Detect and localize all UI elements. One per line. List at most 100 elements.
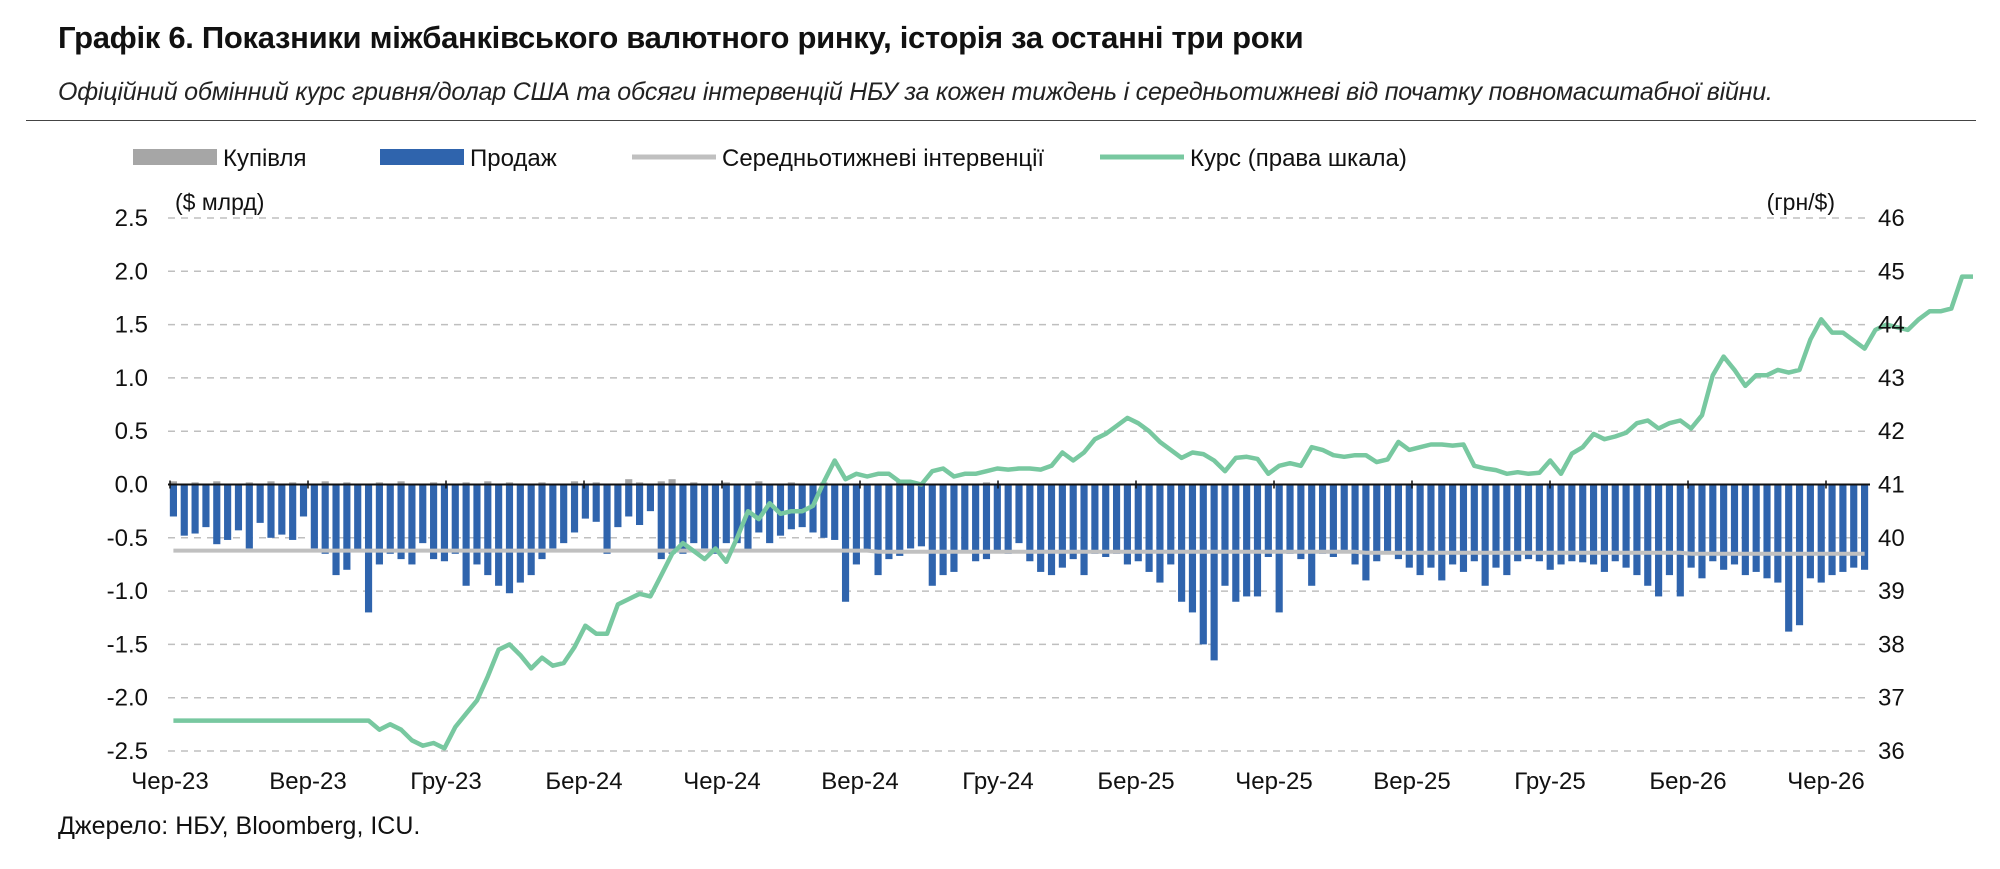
left-tick-label: -2.0 bbox=[107, 685, 148, 712]
sell-bar bbox=[1167, 484, 1175, 565]
sell-bar bbox=[1752, 484, 1760, 572]
left-tick-label: -1.5 bbox=[107, 631, 148, 658]
right-tick-label: 43 bbox=[1878, 365, 1905, 392]
sell-bar bbox=[1394, 484, 1403, 560]
rate-line bbox=[173, 274, 1973, 751]
left-tick-label: 2.5 bbox=[115, 205, 148, 232]
x-tick-label: Гру-25 bbox=[1514, 768, 1585, 795]
sell-bar bbox=[1839, 484, 1847, 572]
sell-bar bbox=[1720, 484, 1728, 570]
sell-bar bbox=[332, 484, 340, 576]
buy-bar bbox=[668, 479, 676, 485]
sell-bar bbox=[852, 484, 860, 565]
sell-bar bbox=[1145, 484, 1153, 572]
left-tick-label: -1.0 bbox=[107, 578, 148, 605]
buy-bar bbox=[625, 479, 633, 485]
buy-bar bbox=[657, 481, 665, 485]
x-tick-label: Чер-23 bbox=[131, 768, 208, 795]
sell-bar bbox=[809, 484, 817, 533]
x-tick-label: Бер-24 bbox=[545, 768, 622, 795]
sell-bar bbox=[917, 484, 926, 547]
x-tick-label: Чер-25 bbox=[1235, 768, 1312, 795]
sell-bar bbox=[1297, 484, 1305, 560]
buy-bar bbox=[982, 482, 991, 485]
sell-bar bbox=[1546, 484, 1554, 570]
sell-bar bbox=[1188, 484, 1197, 613]
x-tick-label: Бер-26 bbox=[1649, 768, 1726, 795]
sell-bar bbox=[1774, 484, 1782, 583]
sell-bar bbox=[299, 484, 308, 517]
sell-bar bbox=[733, 484, 741, 544]
sell-bar bbox=[625, 484, 633, 517]
sell-bar bbox=[1026, 484, 1034, 562]
right-tick-label: 44 bbox=[1878, 312, 1905, 339]
sell-bar bbox=[1047, 484, 1056, 576]
sell-bar bbox=[516, 484, 524, 583]
sell-bar bbox=[527, 484, 535, 576]
left-axis-unit: ($ млрд) bbox=[175, 189, 264, 215]
left-tick-label: 0.0 bbox=[115, 472, 148, 499]
right-tick-label: 41 bbox=[1878, 472, 1905, 499]
sell-bar bbox=[1709, 484, 1717, 562]
buy-bar bbox=[430, 482, 438, 485]
sell-bar bbox=[755, 484, 763, 533]
sell-bar bbox=[939, 484, 947, 576]
sell-bar bbox=[1817, 484, 1825, 583]
sell-bar bbox=[972, 484, 980, 562]
x-tick-label: Вер-24 bbox=[821, 768, 898, 795]
sell-bar bbox=[430, 484, 438, 560]
left-tick-label: 0.5 bbox=[115, 418, 148, 445]
left-axis: 2.5 2.0 1.5 1.0 0.5 0.0 -0.5 -1.0 -1.5 -2.0 -2.5 bbox=[107, 205, 148, 765]
left-tick-label: -0.5 bbox=[107, 525, 148, 552]
interbank-fx-chart: Купівля Продаж Середньотижневі інтервенції… bbox=[107, 145, 1973, 795]
sell-bar bbox=[1308, 484, 1316, 586]
source-note: Джерело: НБУ, Bloomberg, ICU. bbox=[58, 812, 421, 840]
sell-bar bbox=[343, 484, 351, 570]
sell-bar bbox=[1514, 484, 1522, 562]
sell-bar bbox=[1199, 484, 1207, 645]
right-tick-label: 39 bbox=[1878, 578, 1905, 605]
sell-bar bbox=[1275, 484, 1283, 613]
x-axis: Чер-23 Вер-23 Гру-23 Бер-24 Чер-24 Вер-24 Гру-… bbox=[131, 480, 1870, 795]
sell-bar bbox=[1611, 484, 1619, 562]
sell-bar bbox=[1741, 484, 1749, 576]
left-tick-label: 1.5 bbox=[115, 312, 148, 339]
x-tick-label: Вер-25 bbox=[1373, 768, 1450, 795]
sell-bar bbox=[505, 484, 514, 594]
sell-bar bbox=[1589, 484, 1598, 565]
sell-bar bbox=[1427, 484, 1435, 568]
sell-bar bbox=[907, 484, 915, 549]
sell-bar bbox=[473, 484, 481, 565]
sell-bar bbox=[234, 484, 243, 531]
sell-bar bbox=[787, 484, 795, 530]
sell-bar bbox=[831, 484, 839, 540]
sell-bar bbox=[993, 484, 1001, 551]
sell-bar bbox=[1687, 484, 1695, 568]
left-tick-label: 1.0 bbox=[115, 365, 148, 392]
buy-bar bbox=[375, 482, 383, 485]
page-subtitle: Офіційний обмінний курс гривня/долар США… bbox=[58, 78, 1773, 106]
buy-bar bbox=[343, 482, 351, 485]
sell-bar bbox=[484, 484, 492, 576]
sell-bar bbox=[1112, 484, 1121, 554]
sell-bar bbox=[419, 484, 427, 544]
sell-bar bbox=[1503, 484, 1511, 576]
sell-bar bbox=[1069, 484, 1077, 560]
buy-bar bbox=[755, 481, 763, 485]
sell-bar bbox=[549, 484, 557, 549]
sell-bar bbox=[701, 484, 709, 549]
sell-bar bbox=[570, 484, 579, 533]
buy-bar bbox=[321, 481, 329, 485]
sell-bar bbox=[1633, 484, 1641, 576]
sell-bar bbox=[668, 484, 676, 554]
sell-bar bbox=[581, 484, 589, 519]
avg-intervention-line bbox=[173, 548, 1865, 556]
buy-bar bbox=[592, 482, 600, 485]
sell-bar bbox=[1373, 484, 1381, 562]
sell-bar bbox=[191, 484, 199, 534]
sell-bar bbox=[321, 484, 329, 554]
right-axis-unit: (грн/$) bbox=[1767, 189, 1835, 215]
sell-bar bbox=[408, 484, 416, 565]
sell-bar bbox=[451, 484, 459, 554]
sell-bar bbox=[896, 484, 904, 556]
